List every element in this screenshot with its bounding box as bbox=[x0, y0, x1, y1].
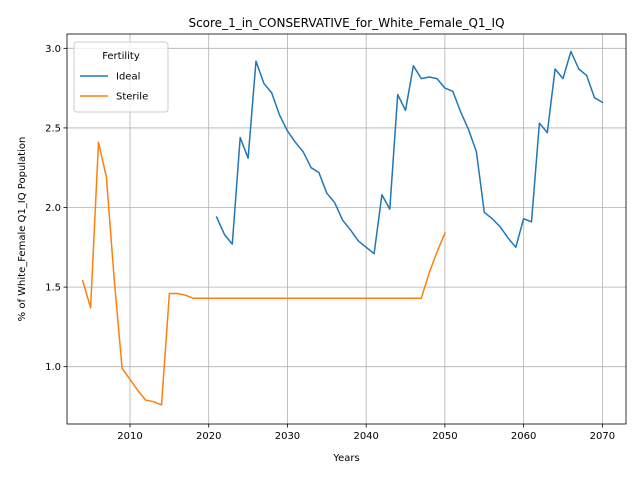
series-lines bbox=[81, 50, 604, 406]
x-tick-label: 2050 bbox=[432, 431, 457, 442]
legend-label-ideal: Ideal bbox=[116, 72, 140, 83]
x-tick-label: 2020 bbox=[196, 431, 221, 442]
x-tick-label: 2070 bbox=[590, 431, 615, 442]
x-tick-label: 2030 bbox=[275, 431, 300, 442]
x-axis-label: Years bbox=[332, 453, 359, 464]
legend-box bbox=[73, 41, 169, 113]
y-tick-label: 1.5 bbox=[45, 283, 61, 294]
y-tick-label: 3.0 bbox=[45, 44, 61, 55]
legend-label-sterile: Sterile bbox=[116, 92, 148, 103]
axis-ticks: 2010 2020 2030 2040 2050 2060 2070 1.0 1.5 2.0 2.5… bbox=[45, 44, 615, 442]
x-tick-label: 2040 bbox=[353, 431, 378, 442]
y-tick-label: 2.0 bbox=[45, 203, 61, 214]
y-tick-label: 1.0 bbox=[45, 362, 61, 373]
x-tick-label: 2060 bbox=[511, 431, 536, 442]
chart-title: Score_1_in_CONSERVATIVE_for_White_Female… bbox=[188, 16, 504, 30]
legend-entries: Ideal Sterile bbox=[80, 72, 148, 103]
x-tick-label: 2010 bbox=[117, 431, 142, 442]
legend-title: Fertility bbox=[102, 51, 140, 62]
y-axis-label: % of White_Female Q1_IQ Population bbox=[17, 137, 28, 322]
series-line-ideal bbox=[215, 50, 604, 255]
plot-frame bbox=[66, 33, 627, 425]
y-tick-label: 2.5 bbox=[45, 123, 61, 134]
legend: Fertility Ideal Sterile bbox=[73, 41, 169, 113]
series-line-sterile bbox=[81, 141, 446, 406]
